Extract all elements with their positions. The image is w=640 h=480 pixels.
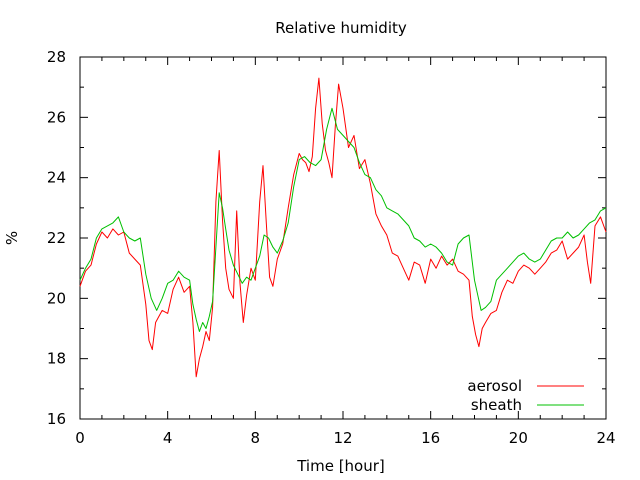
plot-series xyxy=(79,77,607,378)
legend-label-aerosol: aerosol xyxy=(467,377,522,395)
y-tick-label: 22 xyxy=(47,229,66,247)
x-tick-label: 16 xyxy=(421,429,440,447)
y-tick-label: 26 xyxy=(47,108,66,126)
y-tick-label: 16 xyxy=(47,410,66,428)
x-tick-label: 4 xyxy=(163,429,173,447)
chart-title: Relative humidity xyxy=(275,19,407,37)
x-tick-label: 24 xyxy=(596,429,615,447)
axes: 0 4 8 12 16 20 24 16 18 20 22 24 26 28 xyxy=(47,48,616,447)
legend-label-sheath: sheath xyxy=(471,396,522,414)
series-line-aerosol xyxy=(79,77,607,378)
y-axis-label: % xyxy=(3,231,21,245)
x-axis-label: Time [hour] xyxy=(296,457,385,475)
x-tick-label: 12 xyxy=(333,429,352,447)
x-tick-label: 0 xyxy=(75,429,85,447)
series-line-sheath xyxy=(79,107,607,332)
y-tick-label: 18 xyxy=(47,350,66,368)
x-tick-label: 8 xyxy=(251,429,261,447)
y-tick-label: 24 xyxy=(47,169,66,187)
x-tick-label: 20 xyxy=(509,429,528,447)
y-tick-label: 28 xyxy=(47,48,66,66)
y-tick-label: 20 xyxy=(47,289,66,307)
